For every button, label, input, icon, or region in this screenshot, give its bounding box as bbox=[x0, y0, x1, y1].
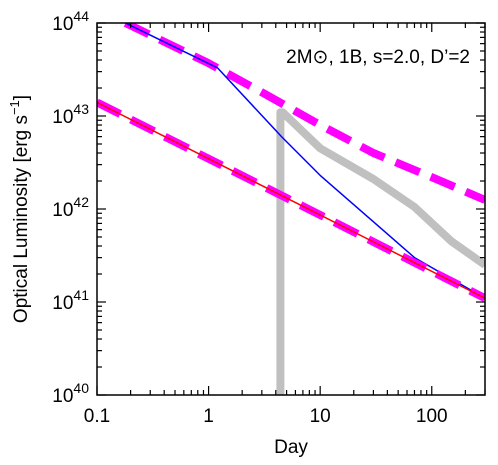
series-red-line bbox=[97, 101, 485, 299]
y-tick-label-exponent: 44 bbox=[73, 8, 89, 24]
chart-annotation: 2M⊙, 1B, s=2.0, D’=2 bbox=[286, 47, 470, 68]
y-tick-label-exponent: 40 bbox=[73, 380, 89, 396]
x-tick-label: 0.1 bbox=[84, 406, 110, 427]
y-tick-label: 1041 bbox=[52, 287, 89, 314]
y-tick-label: 1040 bbox=[52, 380, 89, 407]
x-axis-title: Day bbox=[274, 437, 308, 458]
x-tick-label: 100 bbox=[416, 406, 448, 427]
y-tick-label: 1043 bbox=[52, 101, 89, 128]
y-axis-title-main: Optical Luminosity [erg s bbox=[11, 115, 32, 323]
y-tick-label-base: 10 bbox=[52, 107, 73, 128]
plot-frame bbox=[96, 22, 486, 396]
y-axis-title-close: ] bbox=[11, 95, 32, 100]
y-tick-label: 1042 bbox=[52, 194, 89, 221]
y-tick-label: 1044 bbox=[52, 8, 89, 35]
y-tick-label-exponent: 41 bbox=[73, 287, 89, 303]
y-tick-label-base: 10 bbox=[52, 386, 73, 407]
x-tick-label: 1 bbox=[203, 406, 214, 427]
y-axis-title-superscript: −1 bbox=[7, 100, 22, 115]
series-layer bbox=[97, 23, 485, 395]
x-tick-label: 10 bbox=[310, 406, 331, 427]
y-tick-label-base: 10 bbox=[52, 14, 73, 35]
y-tick-label-base: 10 bbox=[52, 293, 73, 314]
y-tick-label-exponent: 43 bbox=[73, 101, 89, 117]
y-tick-label-base: 10 bbox=[52, 200, 73, 221]
y-tick-label-exponent: 42 bbox=[73, 194, 89, 210]
series-gray-thick bbox=[276, 108, 485, 395]
y-axis-title: Optical Luminosity [erg s−1] bbox=[7, 95, 32, 323]
